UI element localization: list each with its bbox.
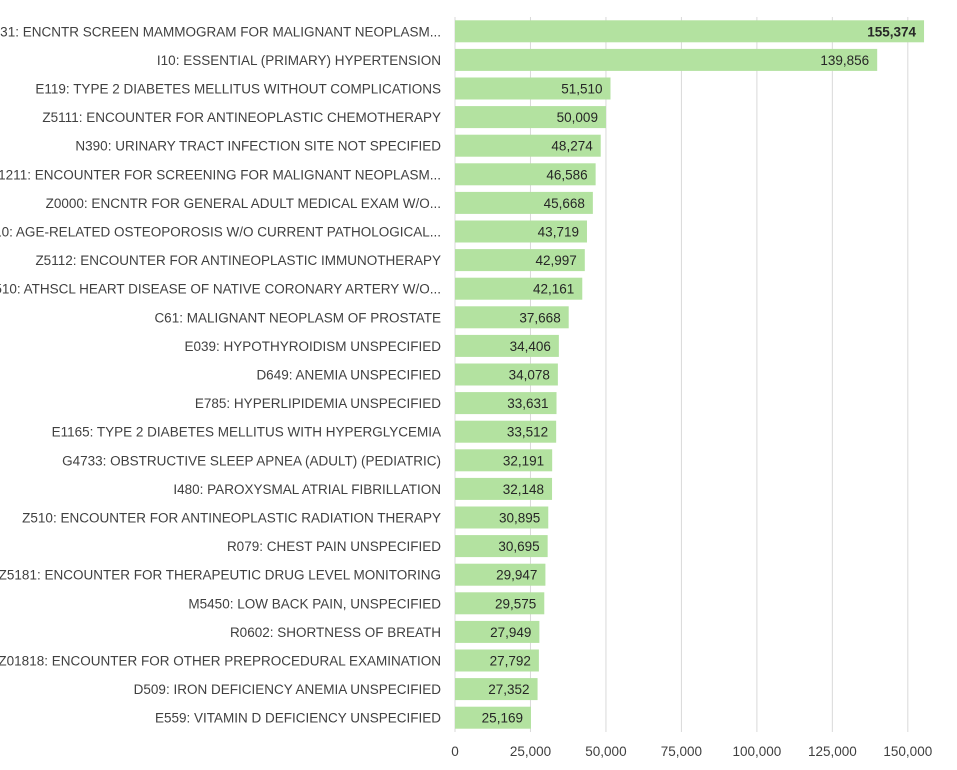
bar (455, 277, 583, 300)
bar (455, 249, 585, 272)
value-label: 32,191 (503, 453, 544, 468)
category-label: R079: CHEST PAIN UNSPECIFIED (227, 539, 441, 554)
category-label: G4733: OBSTRUCTIVE SLEEP APNEA (ADULT) (… (62, 453, 441, 468)
value-label: 37,668 (519, 310, 560, 325)
x-axis-ticks: 0 25,000 50,000 75,000 100,000 125,000 150,000 (451, 744, 932, 759)
bar (455, 163, 596, 186)
value-label: 34,078 (509, 368, 550, 383)
category-label: D649: ANEMIA UNSPECIFIED (256, 368, 441, 383)
bar (455, 706, 531, 729)
category-label: Z1211: ENCOUNTER FOR SCREENING FOR MALIG… (0, 167, 441, 182)
bar (455, 134, 601, 157)
category-label: Z0000: ENCNTR FOR GENERAL ADULT MEDICAL … (46, 196, 441, 211)
value-label: 48,274 (551, 139, 593, 154)
bar (455, 334, 559, 357)
bar (455, 620, 540, 643)
value-label: 155,374 (867, 24, 916, 39)
category-label: M5450: LOW BACK PAIN, UNSPECIFIED (188, 596, 441, 611)
x-tick-label: 75,000 (661, 744, 702, 759)
bar (455, 363, 558, 386)
category-label: E039: HYPOTHYROIDISM UNSPECIFIED (184, 339, 441, 354)
value-label: 43,719 (538, 225, 579, 240)
value-label: 30,895 (499, 511, 540, 526)
value-label: 42,997 (536, 253, 577, 268)
category-label: Z01818: ENCOUNTER FOR OTHER PREPROCEDURA… (0, 654, 441, 669)
x-tick-label: 100,000 (732, 744, 781, 759)
value-label: 50,009 (557, 110, 598, 125)
category-label: I10: ESSENTIAL (PRIMARY) HYPERTENSION (157, 53, 441, 68)
value-label: 34,406 (510, 339, 551, 354)
bar (455, 106, 606, 129)
value-label: 42,161 (533, 282, 574, 297)
bar (455, 48, 878, 71)
x-tick-label: 25,000 (510, 744, 551, 759)
bar (455, 20, 925, 43)
category-label: Z5111: ENCOUNTER FOR ANTINEOPLASTIC CHEM… (42, 110, 441, 125)
category-label: Z1231: ENCNTR SCREEN MAMMOGRAM FOR MALIG… (0, 24, 441, 39)
value-label: 45,668 (544, 196, 585, 211)
category-label: M810: AGE-RELATED OSTEOPOROSIS W/O CURRE… (0, 225, 441, 240)
bar (455, 449, 553, 472)
bar (455, 392, 557, 415)
value-label: 32,148 (503, 482, 544, 497)
x-tick-label: 0 (451, 744, 459, 759)
bar (455, 191, 593, 214)
x-tick-label: 150,000 (883, 744, 932, 759)
category-label: Z5112: ENCOUNTER FOR ANTINEOPLASTIC IMMU… (35, 253, 441, 268)
category-label: D509: IRON DEFICIENCY ANEMIA UNSPECIFIED (134, 682, 442, 697)
category-label: R0602: SHORTNESS OF BREATH (230, 625, 441, 640)
category-label: I2510: ATHSCL HEART DISEASE OF NATIVE CO… (0, 282, 441, 297)
value-label: 51,510 (561, 82, 602, 97)
bar (455, 477, 553, 500)
value-label: 33,512 (507, 425, 548, 440)
value-label: 29,947 (496, 568, 537, 583)
bar (455, 420, 557, 443)
bar (455, 563, 546, 586)
value-label: 25,169 (482, 711, 523, 726)
value-label: 27,792 (490, 654, 531, 669)
category-label: Z510: ENCOUNTER FOR ANTINEOPLASTIC RADIA… (22, 511, 441, 526)
value-label: 27,352 (488, 682, 529, 697)
x-tick-label: 50,000 (585, 744, 626, 759)
value-label: 27,949 (490, 625, 531, 640)
bar (455, 306, 569, 329)
bar (455, 220, 587, 243)
bars (455, 20, 925, 729)
category-label: E785: HYPERLIPIDEMIA UNSPECIFIED (195, 396, 441, 411)
category-label: E119: TYPE 2 DIABETES MELLITUS WITHOUT C… (35, 82, 441, 97)
category-label: N390: URINARY TRACT INFECTION SITE NOT S… (75, 139, 441, 154)
bar (455, 592, 545, 615)
value-labels: 155,374 139,856 51,510 50,009 48,274 46,586 45… (482, 24, 917, 725)
value-label: 30,695 (498, 539, 539, 554)
x-tick-label: 125,000 (808, 744, 857, 759)
value-label: 46,586 (546, 167, 587, 182)
bar (455, 678, 538, 701)
category-label: E559: VITAMIN D DEFICIENCY UNSPECIFIED (155, 711, 441, 726)
category-label: C61: MALIGNANT NEOPLASM OF PROSTATE (154, 310, 441, 325)
category-labels: Z1231: ENCNTR SCREEN MAMMOGRAM FOR MALIG… (0, 24, 441, 725)
category-label: Z5181: ENCOUNTER FOR THERAPEUTIC DRUG LE… (0, 568, 441, 583)
bar (455, 535, 548, 558)
value-label: 139,856 (820, 53, 869, 68)
value-label: 29,575 (495, 596, 536, 611)
category-label: I480: PAROXYSMAL ATRIAL FIBRILLATION (173, 482, 441, 497)
bar (455, 649, 539, 672)
bar (455, 77, 611, 100)
category-label: E1165: TYPE 2 DIABETES MELLITUS WITH HYP… (52, 425, 441, 440)
value-label: 33,631 (507, 396, 548, 411)
bar (455, 506, 549, 529)
